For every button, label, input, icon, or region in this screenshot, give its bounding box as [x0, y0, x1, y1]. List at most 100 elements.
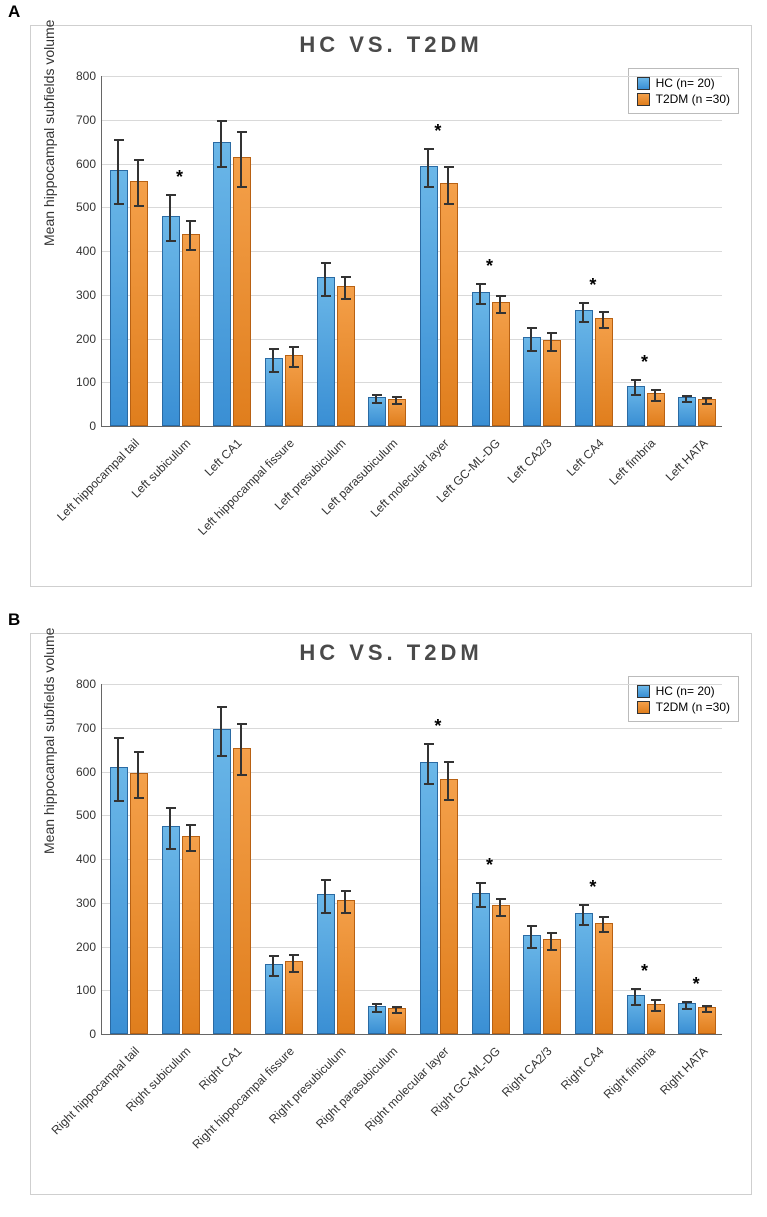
error-bar: [117, 737, 119, 803]
error-bar: [344, 276, 346, 301]
error-bar: [654, 389, 656, 402]
bar-t2dm: [130, 181, 148, 426]
x-tick-label: Left CA4: [564, 436, 607, 479]
bar-hc: [472, 292, 490, 426]
error-bar: [272, 348, 274, 373]
plot-area-a: 0100200300400500600700800Left hippocampa…: [101, 76, 722, 427]
error-bar: [550, 332, 552, 351]
significance-star: *: [176, 167, 183, 188]
error-bar: [582, 904, 584, 926]
error-bar: [292, 346, 294, 368]
y-tick-label: 800: [76, 677, 96, 691]
error-bar: [654, 999, 656, 1012]
error-bar: [189, 220, 191, 251]
bar-t2dm: [492, 302, 510, 426]
bar-hc: [265, 358, 283, 426]
grid-line: [102, 207, 722, 208]
y-tick-label: 500: [76, 200, 96, 214]
y-tick-label: 700: [76, 113, 96, 127]
error-bar: [240, 723, 242, 776]
panel-label-b: B: [8, 610, 20, 630]
error-bar: [375, 1003, 377, 1014]
y-tick-label: 600: [76, 765, 96, 779]
error-bar: [395, 396, 397, 405]
bar-hc: [317, 277, 335, 426]
bar-hc: [317, 894, 335, 1034]
grid-line: [102, 164, 722, 165]
bar-t2dm: [543, 340, 561, 426]
error-bar: [324, 262, 326, 297]
bar-t2dm: [233, 748, 251, 1034]
significance-star: *: [641, 352, 648, 373]
y-axis-label-b: Mean hippocampal subfields volume: [41, 628, 57, 854]
bar-t2dm: [647, 1004, 665, 1034]
bar-hc: [110, 170, 128, 426]
bar-t2dm: [595, 923, 613, 1034]
error-bar: [220, 120, 222, 168]
significance-star: *: [486, 855, 493, 876]
significance-star: *: [641, 961, 648, 982]
error-bar: [705, 1005, 707, 1013]
x-tick-label: Right fimbria: [601, 1044, 659, 1102]
error-bar: [427, 148, 429, 187]
bar-t2dm: [337, 286, 355, 426]
error-bar: [582, 302, 584, 323]
error-bar: [220, 706, 222, 757]
error-bar: [479, 283, 481, 305]
bar-hc: [110, 767, 128, 1034]
bar-t2dm: [182, 234, 200, 426]
significance-star: *: [589, 877, 596, 898]
error-bar: [499, 898, 501, 917]
x-tick-label: Right CA4: [558, 1044, 607, 1093]
error-bar: [447, 166, 449, 205]
panel-a: A HC VS. T2DM Mean hippocampal subfields…: [0, 0, 767, 608]
error-bar: [634, 988, 636, 1006]
bar-hc: [213, 729, 231, 1034]
bar-t2dm: [595, 318, 613, 426]
y-tick-label: 0: [89, 419, 96, 433]
x-tick-label: Left CA2/3: [505, 436, 555, 486]
error-bar: [530, 925, 532, 950]
chart-b: HC VS. T2DM Mean hippocampal subfields v…: [30, 633, 752, 1195]
error-bar: [292, 954, 294, 973]
error-bar: [137, 751, 139, 799]
grid-line: [102, 120, 722, 121]
plot-area-b: 0100200300400500600700800Right hippocamp…: [101, 684, 722, 1035]
bar-hc: [420, 762, 438, 1034]
y-tick-label: 400: [76, 244, 96, 258]
y-tick-label: 700: [76, 721, 96, 735]
x-tick-label: Left fimbria: [607, 436, 659, 488]
y-tick-label: 200: [76, 940, 96, 954]
error-bar: [189, 824, 191, 852]
error-bar: [602, 311, 604, 329]
y-tick-label: 100: [76, 983, 96, 997]
grid-line: [102, 728, 722, 729]
bar-t2dm: [543, 939, 561, 1034]
y-tick-label: 300: [76, 288, 96, 302]
x-tick-label: Left CA1: [202, 436, 245, 479]
bar-hc: [162, 826, 180, 1034]
error-bar: [447, 761, 449, 800]
x-tick-label: Left HATA: [662, 436, 710, 484]
y-tick-label: 400: [76, 852, 96, 866]
y-tick-label: 800: [76, 69, 96, 83]
error-bar: [685, 395, 687, 404]
x-tick-label: Right HATA: [657, 1044, 710, 1097]
error-bar: [550, 932, 552, 951]
bar-t2dm: [440, 779, 458, 1034]
y-tick-label: 600: [76, 157, 96, 171]
y-axis-label-a: Mean hippocampal subfields volume: [41, 20, 57, 246]
chart-title-b: HC VS. T2DM: [31, 640, 751, 666]
panel-b: B HC VS. T2DM Mean hippocampal subfields…: [0, 608, 767, 1217]
y-tick-label: 100: [76, 375, 96, 389]
error-bar: [169, 807, 171, 851]
chart-title-a: HC VS. T2DM: [31, 32, 751, 58]
y-tick-label: 500: [76, 808, 96, 822]
significance-star: *: [486, 256, 493, 277]
error-bar: [395, 1006, 397, 1015]
error-bar: [117, 139, 119, 205]
error-bar: [344, 890, 346, 915]
bar-hc: [627, 386, 645, 427]
error-bar: [685, 1001, 687, 1010]
x-tick-label: Left hippocampal tail: [54, 436, 142, 524]
